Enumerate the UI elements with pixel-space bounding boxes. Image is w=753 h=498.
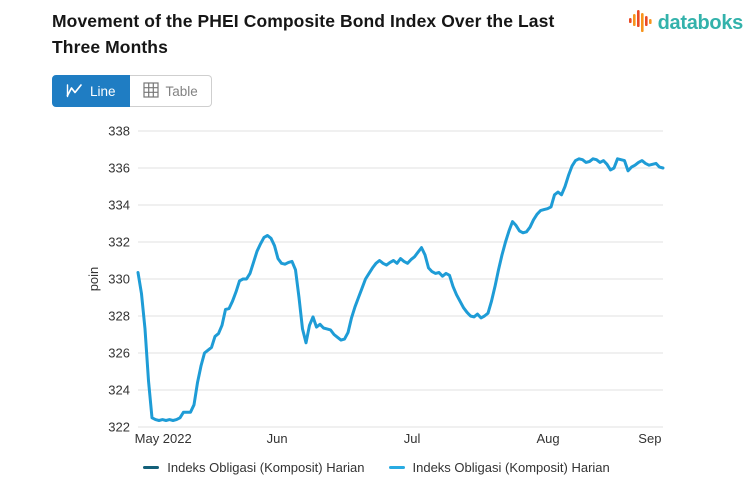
legend-label: Indeks Obligasi (Komposit) Harian [167, 460, 365, 475]
svg-text:324: 324 [108, 383, 130, 398]
svg-text:322: 322 [108, 420, 130, 435]
svg-text:Aug: Aug [536, 431, 559, 446]
legend-item[interactable]: Indeks Obligasi (Komposit) Harian [388, 460, 610, 475]
svg-text:328: 328 [108, 309, 130, 324]
table-view-button[interactable]: Table [129, 75, 212, 107]
table-view-label: Table [165, 83, 198, 99]
svg-text:334: 334 [108, 198, 130, 213]
svg-text:330: 330 [108, 272, 130, 287]
svg-text:Jul: Jul [404, 431, 421, 446]
line-view-label: Line [90, 83, 116, 99]
table-grid-icon [142, 81, 159, 101]
chart-canvas: 322 324 326 328 330 332 334 336 338 May 2022 Jun Ju… [86, 124, 665, 446]
line-view-button[interactable]: Line [52, 75, 130, 107]
legend-swatch-light [388, 466, 405, 469]
svg-text:Jun: Jun [267, 431, 288, 446]
view-toggle: Line Table [52, 75, 212, 107]
chart-legend: Indeks Obligasi (Komposit) Harian Indeks… [0, 460, 753, 475]
svg-text:338: 338 [108, 124, 130, 139]
svg-text:332: 332 [108, 235, 130, 250]
chart-area: 322 324 326 328 330 332 334 336 338 May 2022 Jun Ju… [0, 112, 753, 457]
svg-text:May 2022: May 2022 [135, 431, 192, 446]
svg-text:326: 326 [108, 346, 130, 361]
svg-text:poin: poin [86, 267, 101, 292]
legend-item[interactable]: Indeks Obligasi (Komposit) Harian [143, 460, 365, 475]
databoks-logo[interactable]: databoks [628, 8, 743, 39]
databoks-logo-icon [628, 8, 654, 39]
svg-text:336: 336 [108, 161, 130, 176]
databoks-logo-text: databoks [657, 12, 744, 34]
svg-text:Sep: Sep [638, 431, 661, 446]
page-title: Movement of the PHEI Composite Bond Inde… [52, 11, 555, 57]
line-chart-icon [66, 82, 83, 101]
legend-label: Indeks Obligasi (Komposit) Harian [412, 460, 610, 475]
legend-swatch-dark [143, 466, 160, 469]
